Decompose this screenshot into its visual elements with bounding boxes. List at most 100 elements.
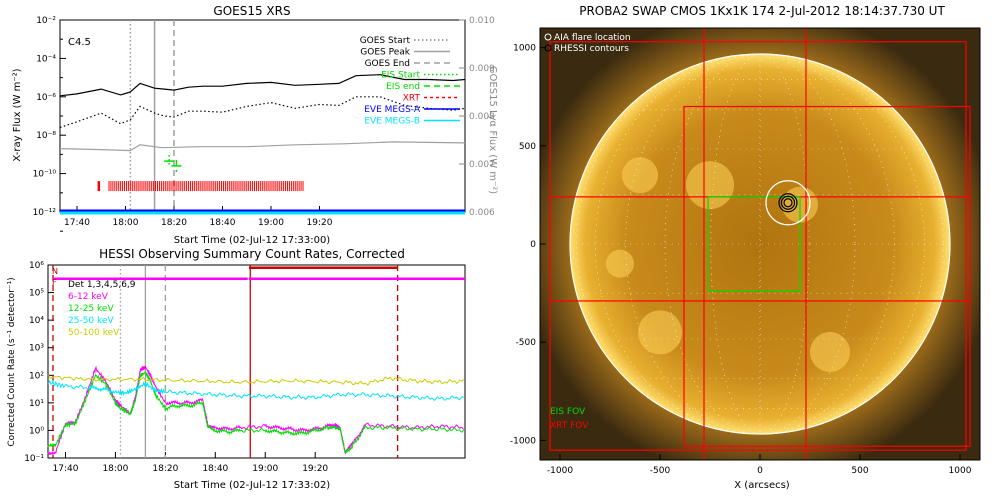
goes-xrt-mark: [145, 181, 147, 192]
goes-xrt-mark: [188, 181, 190, 192]
hessi-series-line: [47, 379, 464, 402]
goes-xrt-mark: [157, 181, 159, 192]
goes-y2tick-label: 0.006: [469, 208, 495, 218]
goes-xrt-mark: [131, 181, 133, 192]
goes-xrt-mark: [288, 181, 290, 192]
hessi-ytick-label: 10³: [29, 344, 44, 354]
goes-xrt-mark: [283, 181, 285, 192]
goes-xtick-label: 19:20: [307, 218, 333, 228]
hessi-legend-label: 50-100 keV: [68, 328, 120, 338]
hessi-ytick-label: 10²: [29, 371, 44, 381]
goes-xrt-mark: [234, 181, 236, 192]
hessi-series-line: [47, 370, 465, 454]
goes-xrt-mark: [224, 181, 226, 192]
eis-fov-label: EIS FOV: [550, 407, 586, 417]
goes-xrt-mark: [205, 181, 207, 192]
aia-flare-location: [765, 180, 811, 226]
goes-xrt-mark: [139, 181, 141, 192]
goes-xrt-mark: [191, 181, 193, 192]
goes-xrt-mark: [246, 181, 248, 192]
goes-xrt-mark: [184, 181, 186, 192]
goes-ytick-label: 10⁻¹⁰: [33, 170, 57, 180]
goes-xrt-mark: [118, 181, 120, 192]
hessi-xtick-label: 19:00: [252, 464, 278, 474]
goes-xrt-mark: [242, 181, 244, 192]
longitude-grid: [759, 53, 761, 435]
goes-xrt-mark: [180, 181, 182, 192]
goes-xrt-mark: [122, 181, 124, 192]
goes-xrt-mark: [137, 181, 139, 192]
active-region: [638, 310, 682, 355]
goes-xrt-mark: [294, 181, 296, 192]
hessi-xtick-label: 19:20: [302, 464, 328, 474]
goes-xrt-mark: [213, 181, 215, 192]
goes-xrt-mark: [217, 181, 219, 192]
hessi-flag-f: F: [52, 278, 57, 287]
goes-xrt-mark: [155, 181, 157, 192]
goes-xrt-mark: [226, 181, 228, 192]
goes-xrt-mark: [298, 181, 300, 192]
goes-xrt-mark: [162, 181, 164, 192]
goes-xrt-mark: [296, 181, 298, 192]
rhessi-contour: [783, 198, 793, 208]
goes-xrt-mark: [290, 181, 292, 192]
swap-legend-label: RHESSI contours: [554, 44, 629, 54]
goes-xtick-label: 18:40: [210, 218, 236, 228]
hessi-title: HESSI Observing Summary Count Rates, Cor…: [99, 247, 405, 261]
goes-xrt-mark: [275, 181, 277, 192]
goes-ytick-label: 10⁻⁴: [36, 54, 56, 64]
goes-xrt-mark: [97, 181, 101, 192]
hessi-ytick-label: 10¹: [29, 399, 44, 409]
goes-ylabel: X-ray Flux (W m⁻²): [12, 68, 23, 161]
swap-xlabel: X (arcsecs): [734, 480, 790, 491]
hessi-xtick-label: 18:00: [102, 464, 128, 474]
goes-xrt-mark: [201, 181, 203, 192]
swap-xtick-label: -500: [650, 466, 671, 476]
hessi-ylabel: Corrected Count Rate (s⁻¹ detector⁻¹): [7, 277, 17, 446]
goes-xrt-mark: [261, 181, 263, 192]
swap-xtick-label: 0: [757, 466, 763, 476]
hessi-xtick-label: 18:40: [202, 464, 228, 474]
goes-xtick-label: 18:20: [161, 218, 187, 228]
swap-ytick-label: -1000: [510, 436, 536, 446]
swap-title: PROBA2 SWAP CMOS 1Kx1K 174 2-Jul-2012 18…: [579, 4, 945, 18]
hessi-ytick-label: 10⁰: [29, 426, 44, 436]
goes-xrt-mark: [277, 181, 279, 192]
goes-series-line: [59, 141, 466, 152]
goes-ytick-label: 10⁻²: [36, 16, 56, 26]
hessi-legend-label: 6-12 keV: [68, 292, 109, 302]
swap-ytick-label: -500: [516, 338, 537, 348]
goes-ytick-label: 10⁻¹²: [33, 208, 57, 218]
goes-y2tick-label: 0.007: [469, 160, 495, 170]
goes-legend-label: EVE MEGS-B: [364, 117, 420, 127]
goes-legend-label: GOES End: [365, 59, 410, 69]
goes-xrt-mark: [178, 181, 180, 192]
goes-xrt-mark: [176, 181, 178, 192]
goes-xrt-mark: [151, 181, 153, 192]
goes-xrt-mark: [127, 181, 129, 192]
goes-y2tick-label: 0.009: [469, 64, 495, 74]
longitude-grid: [664, 53, 856, 435]
goes-series-line: [59, 74, 466, 97]
goes-xrt-mark: [252, 181, 254, 192]
goes-xrt-mark: [250, 181, 252, 192]
active-region: [686, 161, 734, 210]
goes-xrt-mark: [112, 181, 114, 192]
swap-xtick-label: -1000: [547, 466, 573, 476]
swap-xtick-label: 1000: [949, 466, 972, 476]
active-region: [606, 249, 634, 278]
goes-xrt-mark: [263, 181, 265, 192]
goes-xrt-mark: [120, 181, 122, 192]
goes-xrt-mark: [149, 181, 151, 192]
goes-xrt-mark: [222, 181, 224, 192]
goes-xrt-mark: [114, 181, 116, 192]
goes-xrt-mark: [143, 181, 145, 192]
goes-xrt-mark: [302, 181, 304, 192]
goes-xrt-mark: [124, 181, 126, 192]
goes-xrt-mark: [300, 181, 302, 192]
goes-xrt-mark: [255, 181, 257, 192]
goes-xrt-mark: [279, 181, 281, 192]
goes-y2tick-label: 0.010: [469, 16, 495, 26]
swap-ytick-label: 500: [519, 142, 536, 152]
